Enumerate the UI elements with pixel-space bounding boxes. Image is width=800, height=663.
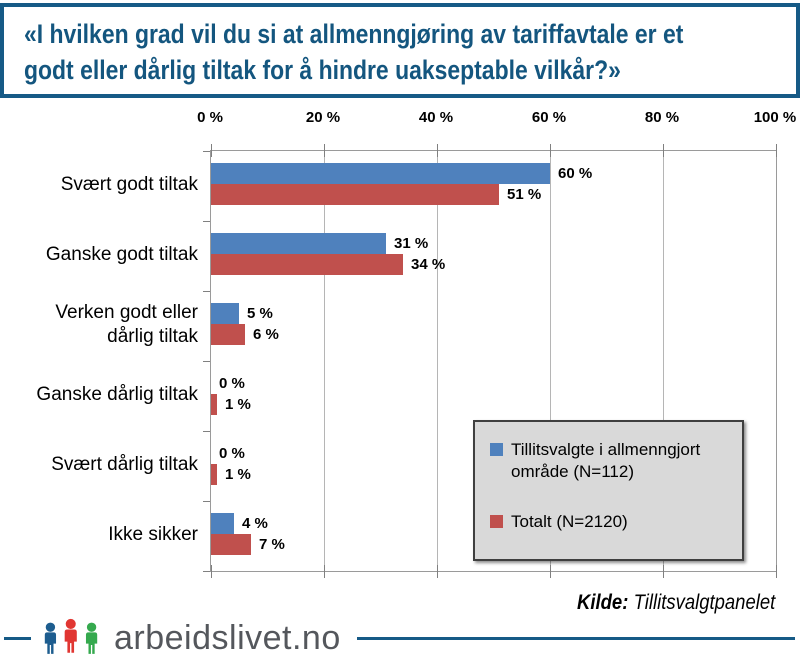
bar-series-1 (211, 513, 234, 534)
bar-series-1 (211, 303, 239, 324)
bar-value-label: 7 % (259, 536, 285, 553)
footer-rule-right (356, 636, 795, 640)
legend-item: Tillitsvalgte i allmenngjort område (N=1… (490, 439, 732, 484)
legend-swatch-red-icon (490, 514, 503, 528)
bar-series-2 (211, 394, 217, 415)
axis-tick (550, 144, 551, 157)
logo-text: arbeidslivet.no (114, 618, 341, 657)
axis-tick (663, 565, 664, 578)
person-icon (85, 622, 98, 654)
axis-tick (437, 565, 438, 578)
category-label: Ikke sikker (108, 524, 198, 546)
footer: arbeidslivet.no (0, 614, 800, 662)
bar-value-label: 4 % (242, 515, 268, 532)
title-box: «I hvilken grad vil du si at allmenngjør… (0, 3, 800, 98)
legend-label: Totalt (N=2120) (511, 511, 628, 531)
person-icon (64, 618, 77, 653)
axis-tick (211, 565, 212, 578)
bar-value-label: 31 % (394, 235, 429, 252)
gridline (550, 151, 551, 571)
bar-series-2 (211, 534, 251, 555)
axis-tick (203, 291, 210, 292)
bar-value-label: 1 % (225, 396, 251, 413)
category-label: Ganske dårlig tiltak (36, 384, 198, 406)
axis-tick (203, 361, 210, 362)
bar-series-1 (211, 163, 550, 184)
axis-tick (203, 221, 210, 222)
category-label: Verken godt eller dårlig tiltak (55, 302, 198, 347)
bar-series-1 (211, 233, 386, 254)
person-icon (44, 622, 57, 654)
bar-value-label: 5 % (247, 305, 273, 322)
gridline (663, 151, 664, 571)
bar-value-label: 6 % (253, 326, 279, 343)
axis-tick (203, 501, 210, 502)
x-axis-tick-label: 80 % (644, 109, 680, 126)
legend-label: Tillitsvalgte i allmenngjort område (N=1… (511, 440, 701, 482)
source-note: Kilde: Tillitsvalgtpanelet (577, 591, 775, 615)
bar-value-label: 0 % (219, 375, 245, 392)
gridline (437, 151, 438, 571)
x-axis-tick-label: 0 % (197, 109, 223, 126)
bar-value-label: 0 % (219, 445, 245, 462)
category-label: Ganske godt tiltak (45, 244, 198, 266)
bar-series-2 (211, 464, 217, 485)
gridline (324, 151, 325, 571)
x-axis-tick-label: 60 % (531, 109, 567, 126)
axis-tick (324, 565, 325, 578)
bar-series-2 (211, 184, 499, 205)
axis-tick (437, 144, 438, 157)
x-axis-tick-label: 40 % (418, 109, 454, 126)
footer-rule-left (4, 636, 31, 640)
source-text: Tillitsvalgtpanelet (633, 591, 775, 614)
axis-tick (203, 431, 210, 432)
x-axis-tick-label: 100 % (753, 109, 797, 126)
legend-item: Totalt (N=2120) (490, 511, 732, 533)
bar-series-2 (211, 254, 403, 275)
axis-tick (203, 151, 210, 152)
source-label: Kilde: (576, 591, 629, 614)
bar-value-label: 34 % (411, 256, 446, 273)
bar-value-label: 51 % (507, 186, 542, 203)
category-label: Svært godt tiltak (60, 174, 198, 196)
people-icon (44, 618, 98, 654)
axis-tick (776, 144, 777, 157)
legend-swatch-blue-icon (490, 443, 503, 456)
bar-value-label: 60 % (558, 165, 593, 182)
x-axis-tick-label: 20 % (305, 109, 341, 126)
chart-title: «I hvilken grad vil du si at allmenngjør… (24, 19, 684, 85)
bar-value-label: 1 % (225, 466, 251, 483)
axis-tick (211, 144, 212, 157)
chart-legend: Tillitsvalgte i allmenngjort område (N=1… (473, 420, 744, 561)
axis-tick (776, 565, 777, 578)
axis-tick (324, 144, 325, 157)
bar-series-2 (211, 324, 245, 345)
category-label: Svært dårlig tiltak (51, 454, 198, 476)
axis-tick (203, 571, 210, 572)
axis-tick (663, 144, 664, 157)
axis-tick (550, 565, 551, 578)
